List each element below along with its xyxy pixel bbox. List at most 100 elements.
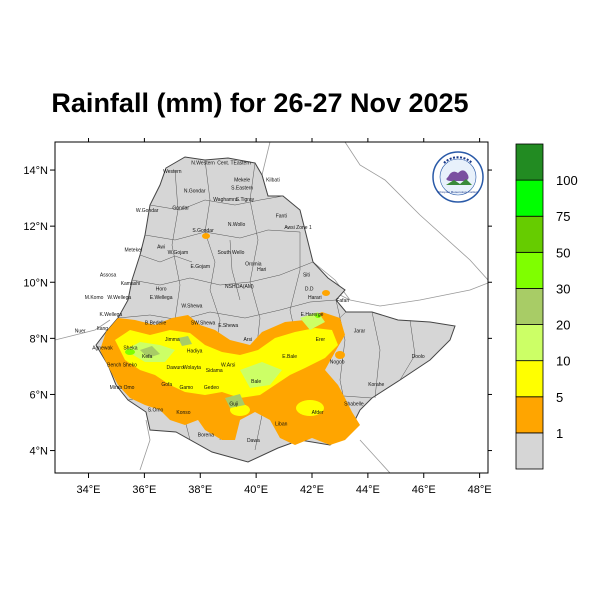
logo-caption: Ethiopian Meteorology Institute [437,190,479,194]
region-label: W.Wellega [107,295,131,301]
region-label: Cent. T [217,160,233,166]
region-label: Sidama [206,368,223,374]
region-label: Doolo [412,354,425,360]
lon-tick-label: 34°E [77,484,101,496]
region-label: Jimma [165,337,180,343]
region-label: E.Gojam [191,264,210,270]
legend: 1 5 10 20 30 50 75 100 [515,143,578,470]
map-area [55,142,488,473]
region-label: W.Gojam [168,250,189,256]
region-label: N.Western [191,160,215,166]
legend-swatch [515,432,544,470]
region-label: E.Wellega [150,295,173,301]
rainfall-band-30-50mm [125,314,321,355]
region-labels: N.Western Cent. T Eastern Western Mekele Kilb… [75,160,425,444]
region-label: B.Bedelle [145,320,167,326]
region-label: Gamo [179,385,193,391]
legend-label: 50 [556,245,570,260]
region-label: Konso [176,410,190,416]
region-label: E.Shewa [218,323,238,329]
legend-swatch [515,288,544,325]
lat-tick-label: 12°N [23,221,48,233]
region-label: Erer [316,337,326,343]
lon-axis: 34°E 36°E 38°E 40°E 42°E 44°E 46°E 48°E [77,138,492,496]
region-label: Gondar [172,205,189,211]
region-label: Agnewak [92,346,113,352]
region-label: Nuer [75,329,86,335]
lon-tick-label: 42°E [300,484,324,496]
rainfall-band-20-30mm [140,336,245,408]
region-label: Fafan [336,298,349,304]
region-label: Waghamra [213,197,237,203]
region-label: Shabelle [344,402,364,408]
axis-frame [54,141,489,474]
region-label: Western [163,169,182,175]
region-label: E.Bale [282,354,297,360]
map-title: Rainfall (mm) for 26-27 Nov 2025 [51,88,469,118]
region-label: E.Harerge [301,312,324,318]
region-label: Wolayta [183,365,201,371]
region-label: Afder [312,410,324,416]
legend-swatch [515,251,544,289]
region-label: W.Arsi [221,362,235,368]
region-label: N.Wollo [228,222,246,228]
legend-swatch [515,324,544,362]
region-label: D.D [305,287,314,293]
lat-tick-label: 4°N [30,446,49,458]
region-label: Guji [229,402,238,408]
region-label: Gofa [161,382,172,388]
lon-tick-label: 44°E [356,484,380,496]
region-label: S.Gondar [192,228,214,234]
lat-tick-label: 14°N [23,165,48,177]
region-label: Hadiya [187,348,203,354]
region-label: W.Shewa [181,304,202,310]
lon-tick-label: 40°E [244,484,268,496]
region-label: Fanti [276,214,287,220]
legend-swatch [515,215,544,253]
lat-axis: 14°N 12°N 10°N 8°N 6°N 4°N [23,165,492,458]
lat-tick-label: 10°N [23,277,48,289]
region-label: Assosa [100,273,117,279]
region-label: Eastern [234,160,251,166]
region-label: Gedeo [204,385,219,391]
region-label: Mekele [234,177,250,183]
region-label: S.Tigray [236,197,255,203]
region-label: Hari [257,267,266,273]
region-label: Kilbati [266,177,280,183]
lon-tick-label: 48°E [468,484,492,496]
region-label: Nogob [330,360,345,366]
region-label: Korahe [368,382,384,388]
region-label: Itang [97,326,108,332]
region-label: Kefa [142,354,153,360]
region-label: W.Gondar [136,208,159,214]
legend-label: 30 [556,281,570,296]
region-label: Bale [251,379,261,385]
legend-label: 100 [556,173,578,188]
legend-label: 1 [556,426,563,441]
lat-tick-label: 6°N [30,389,49,401]
region-label: Dawuro [167,365,184,371]
region-label: Siti [303,273,310,279]
region-label: Dawa [247,438,260,444]
region-label: Liban [275,421,287,427]
legend-swatch [515,396,544,434]
region-label: M.Komo [85,295,104,301]
region-label: S.Eastern [231,186,253,192]
lon-tick-label: 46°E [412,484,436,496]
region-label: Metekel [124,247,142,253]
lon-tick-label: 36°E [132,484,156,496]
region-label: Horo [156,287,167,293]
region-label: Arsi [243,337,252,343]
region-label: K.Wellega [100,312,123,318]
region-label: Kamashi [121,281,140,287]
region-label: Sheka [123,346,137,352]
region-label: Awsi Zone 1 [284,225,312,231]
legend-swatch [515,360,544,398]
region-label: SW.Shewa [191,320,216,326]
region-label: Jarar [354,329,366,335]
region-label: South Wello [218,250,245,256]
region-label: Bench Sheko [107,362,137,368]
region-label: Oromia [245,261,262,267]
legend-swatch [515,179,544,217]
